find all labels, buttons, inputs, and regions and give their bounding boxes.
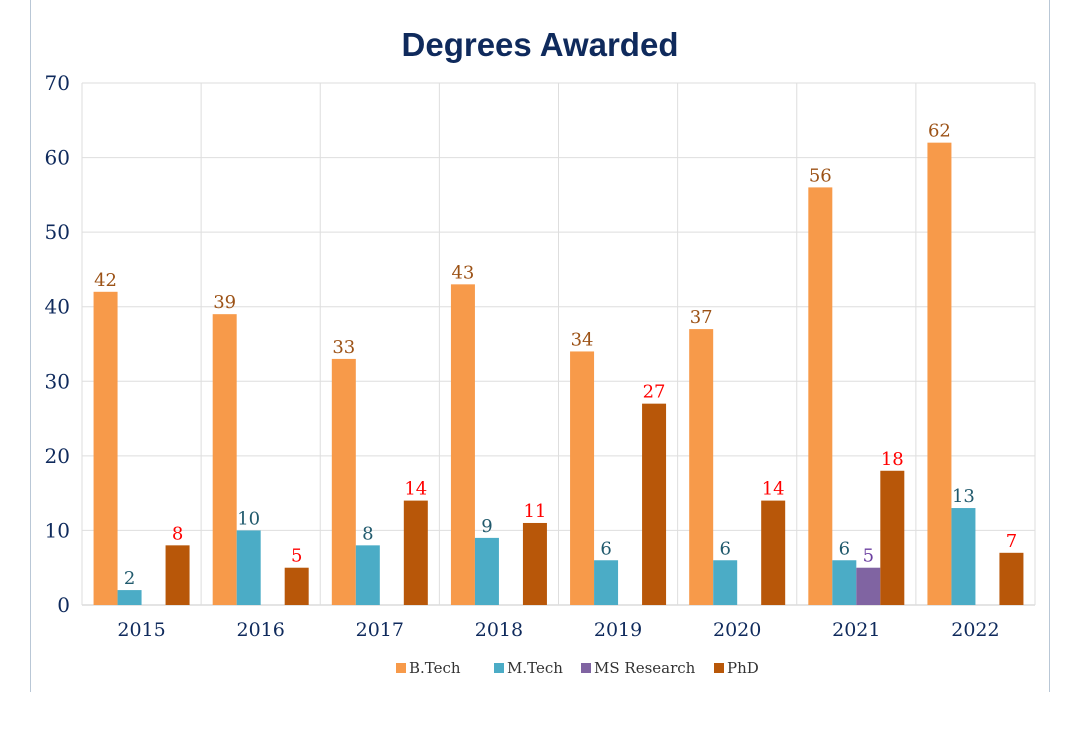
- x-tick-label: 2022: [951, 619, 999, 641]
- bar-b-tech: [93, 291, 118, 605]
- data-label: 43: [451, 262, 474, 283]
- legend-swatch: [494, 663, 504, 673]
- bar-b-tech: [808, 187, 833, 605]
- bar-b-tech: [927, 142, 952, 605]
- data-label: 7: [1006, 531, 1017, 552]
- legend: B.Tech M.Tech MS Research PhD: [396, 659, 759, 677]
- data-label: 10: [237, 508, 260, 529]
- data-label: 18: [881, 449, 904, 470]
- legend-label: MS Research: [594, 659, 696, 677]
- data-label: 34: [571, 329, 594, 350]
- legend-label: M.Tech: [507, 659, 563, 677]
- y-tick-label: 40: [45, 295, 70, 319]
- bar-phd: [284, 567, 309, 605]
- bar-m-tech: [594, 560, 619, 605]
- y-tick-label: 50: [45, 220, 70, 244]
- bar-phd: [642, 403, 667, 605]
- data-label: 8: [362, 523, 373, 544]
- bar-phd: [522, 522, 547, 605]
- x-axis: 2015 2016 2017 2018 2019 2020 2021 2022: [117, 619, 999, 641]
- bar-m-tech: [832, 560, 857, 605]
- data-label: 39: [213, 292, 236, 313]
- x-tick-label: 2016: [237, 619, 285, 641]
- data-label: 11: [523, 501, 546, 522]
- bar-phd: [999, 552, 1024, 605]
- legend-swatch: [581, 663, 591, 673]
- data-label: 8: [172, 523, 183, 544]
- legend-swatch: [396, 663, 406, 673]
- x-tick-label: 2017: [356, 619, 404, 641]
- data-label: 14: [762, 479, 785, 500]
- data-label: 56: [809, 165, 832, 186]
- bar-b-tech: [689, 329, 714, 605]
- x-tick-label: 2019: [594, 619, 642, 641]
- data-label: 14: [404, 479, 427, 500]
- legend-label: B.Tech: [409, 659, 461, 677]
- bar-m-tech: [951, 508, 976, 605]
- legend-swatch: [714, 663, 724, 673]
- data-label: 5: [291, 546, 302, 567]
- data-label: 33: [332, 337, 355, 358]
- data-label: 42: [94, 270, 117, 291]
- x-tick-label: 2018: [475, 619, 523, 641]
- bar-b-tech: [570, 351, 595, 605]
- data-label: 5: [863, 546, 874, 567]
- data-label: 6: [600, 538, 611, 559]
- data-label: 27: [643, 382, 666, 403]
- data-label: 2: [124, 568, 135, 589]
- bar-m-tech: [236, 530, 261, 605]
- y-tick-label: 10: [45, 518, 70, 542]
- gridlines: [81, 82, 1036, 606]
- bar-b-tech: [331, 358, 356, 605]
- data-label: 6: [719, 538, 730, 559]
- legend-label: PhD: [727, 659, 759, 677]
- data-label: 6: [839, 538, 850, 559]
- bar-phd: [880, 470, 905, 605]
- x-tick-label: 2020: [713, 619, 761, 641]
- data-label: 13: [952, 486, 975, 507]
- bar-phd: [403, 500, 428, 605]
- bar-m-tech: [474, 537, 499, 605]
- y-tick-label: 60: [45, 146, 70, 170]
- y-tick-label: 0: [57, 593, 70, 617]
- chart-title: Degrees Awarded: [402, 26, 679, 63]
- bar-phd: [165, 545, 190, 605]
- bar-b-tech: [212, 314, 237, 605]
- bar-ms-research: [856, 567, 881, 605]
- x-tick-label: 2015: [117, 619, 165, 641]
- y-tick-label: 30: [45, 369, 70, 393]
- bar-phd: [761, 500, 786, 605]
- y-tick-label: 20: [45, 444, 70, 468]
- bars: [93, 142, 1024, 605]
- bar-m-tech: [355, 545, 380, 605]
- chart-frame: [30, 0, 1050, 692]
- data-label: 9: [481, 516, 492, 537]
- data-label: 37: [690, 307, 713, 328]
- bar-b-tech: [450, 284, 475, 605]
- bar-m-tech: [117, 590, 142, 605]
- bar-m-tech: [713, 560, 738, 605]
- data-label: 62: [928, 121, 951, 142]
- x-tick-label: 2021: [832, 619, 880, 641]
- y-tick-label: 70: [45, 71, 70, 95]
- y-axis: 0 10 20 30 40 50 60 70: [45, 71, 70, 617]
